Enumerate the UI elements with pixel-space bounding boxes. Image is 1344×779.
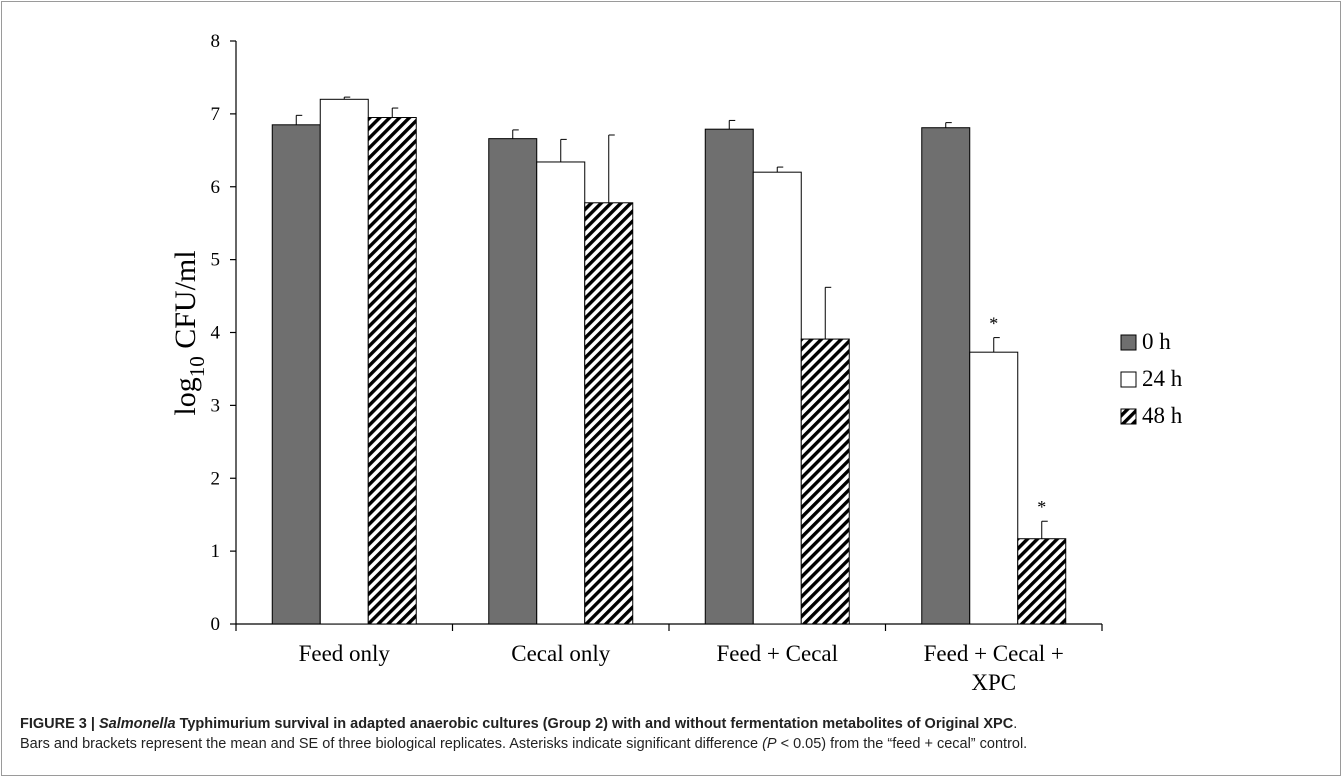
legend-swatch [1120, 408, 1137, 425]
legend-label: 0 h [1142, 329, 1171, 354]
caption-title-line: FIGURE 3 | Salmonella Typhimurium surviv… [20, 714, 1330, 734]
bar [921, 127, 971, 625]
x-category-label: Feed + Cecal + [924, 641, 1064, 666]
figure-caption: FIGURE 3 | Salmonella Typhimurium surviv… [20, 714, 1330, 754]
x-category-label: XPC [971, 670, 1016, 695]
bar [1017, 538, 1067, 625]
axes: 0 1 2 3 4 5 6 7 8 log10 CFU/ml Feed only Cecal only… [169, 31, 1103, 695]
caption-body-2: < 0.05) from the “feed + cecal” control. [776, 736, 1028, 752]
x-category-label: Cecal only [511, 641, 610, 666]
y-tick-label: 2 [211, 468, 221, 489]
bar [704, 128, 754, 625]
y-tick-label: 6 [211, 177, 221, 198]
y-tick-label: 1 [211, 541, 221, 562]
legend: 0 h 24 h 48 h [1120, 329, 1183, 428]
caption-title-italic: Salmonella [99, 716, 176, 732]
bar [367, 117, 417, 625]
y-tick-label: 3 [211, 395, 221, 416]
caption-label: FIGURE 3 | [20, 716, 99, 732]
caption-title: Typhimurium survival in adapted anaerobi… [175, 716, 1014, 732]
x-category-label: Feed only [299, 641, 391, 666]
y-tick-label: 4 [211, 323, 221, 344]
caption-body-italic: (P [762, 736, 777, 752]
caption-body-1: Bars and brackets represent the mean and… [20, 736, 763, 752]
x-category-label: Feed + Cecal [716, 641, 838, 666]
y-tick-label: 8 [211, 31, 221, 52]
y-axis-label: log10 CFU/ml [169, 250, 209, 415]
legend-label: 48 h [1142, 403, 1183, 428]
legend-label: 24 h [1142, 366, 1183, 391]
y-tick-label: 0 [211, 614, 221, 635]
bar [584, 202, 634, 625]
legend-swatch [1120, 371, 1137, 388]
legend-swatch [1120, 334, 1137, 351]
bar [488, 138, 538, 625]
bar [319, 98, 369, 625]
bars: ** [271, 96, 1067, 625]
significance-asterisk: * [989, 314, 998, 334]
bar [536, 161, 586, 625]
significance-asterisk: * [1037, 497, 1046, 517]
caption-body-line: Bars and brackets represent the mean and… [20, 734, 1330, 754]
bar [800, 338, 850, 625]
bar [271, 124, 321, 625]
y-tick-label: 5 [211, 250, 221, 271]
bar [969, 351, 1019, 625]
caption-title-end: . [1013, 716, 1018, 732]
y-tick-label: 7 [211, 104, 221, 125]
bar [752, 171, 802, 625]
